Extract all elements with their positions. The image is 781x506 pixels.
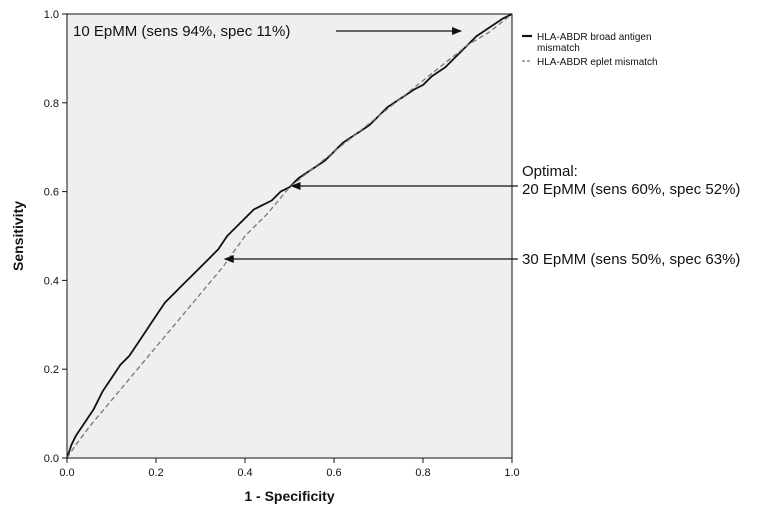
annotation-label: 20 EpMM (sens 60%, spec 52%) [522,181,740,198]
y-tick-label: 0.2 [44,364,59,376]
y-tick-label: 0.8 [44,98,59,110]
x-tick-label: 0.2 [148,467,163,479]
x-tick-label: 0.4 [237,467,252,479]
x-axis-title: 1 - Specificity [244,488,334,504]
ticks-layer: 0.0 0.2 0.4 0.6 0.8 1.0 0.0 0.2 0.4 0.6 0.8 1.0 [44,9,520,479]
y-tick-label: 0.4 [44,275,59,287]
legend-label: HLA-ABDR eplet mismatch [537,57,658,68]
series-line-broad-antigen-mismatch [66,13,513,459]
annotation-label: 30 EpMM (sens 50%, spec 63%) [522,251,740,268]
x-tick-label: 1.0 [504,467,519,479]
annotation-label: 10 EpMM (sens 94%, spec 11%) [73,23,290,40]
y-tick-label: 1.0 [44,9,59,21]
y-tick-label: 0.6 [44,187,59,199]
x-tick-label: 0.0 [59,467,74,479]
legend-label: mismatch [537,43,580,54]
series-layer [66,13,513,459]
annotations: 10 EpMM (sens 94%, spec 11%) Optimal:20 E… [73,23,740,268]
x-tick-label: 0.6 [326,467,341,479]
plot-area [67,14,512,458]
plot-frame [66,13,513,459]
annotation-label: Optimal: [522,163,578,180]
x-tick-label: 0.8 [415,467,430,479]
y-tick-label: 0.0 [44,453,59,465]
series-line-eplet-mismatch [66,13,513,459]
y-axis-title: Sensitivity [10,201,26,271]
legend-label: HLA-ABDR broad antigen [537,32,652,43]
